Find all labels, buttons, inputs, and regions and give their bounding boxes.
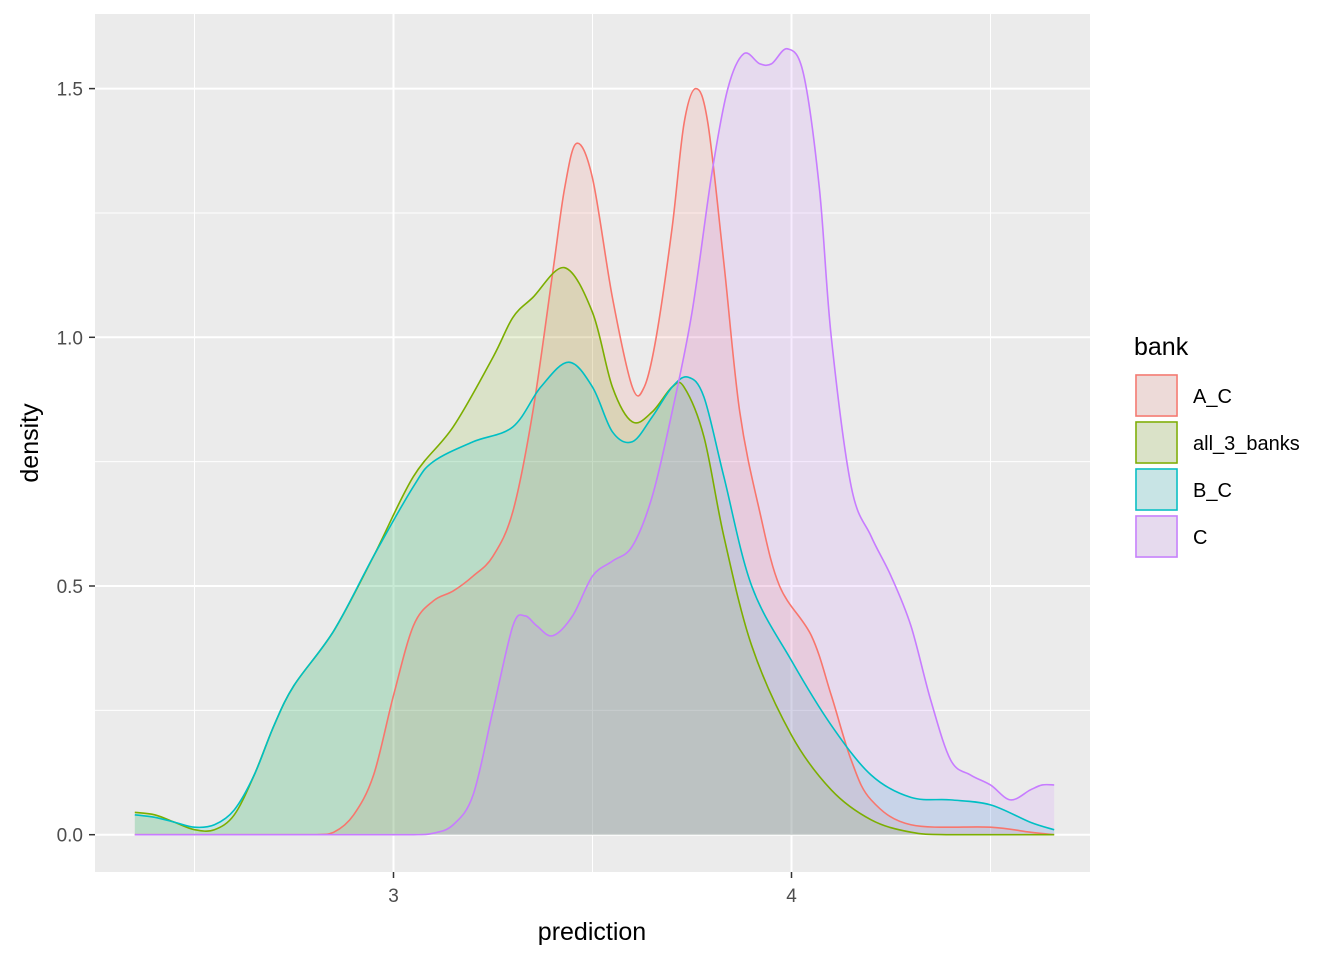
legend-key-bg-c: [1135, 515, 1178, 558]
legend-label-b-c: B_C: [1193, 480, 1232, 502]
legend-keys: A_C all_3_banks B_C C: [1135, 374, 1300, 558]
legend-label-all-3-banks: all_3_banks: [1193, 433, 1300, 455]
legend-key-bg-a-c: [1135, 374, 1178, 417]
y-tick-label: 0.5: [57, 577, 83, 598]
y-tick-label: 1.0: [57, 328, 83, 349]
legend: bank A_C all_3_banks B_C C: [1134, 333, 1300, 558]
density-area-a-c: [134, 88, 1055, 835]
density-line-b-c: [134, 361, 1055, 831]
density-lines: [134, 48, 1055, 836]
legend-key-bg-all-3-banks: [1135, 421, 1178, 464]
y-tick-label: 0.0: [57, 826, 83, 847]
density-fills: [134, 48, 1055, 835]
y-axis-title: density: [16, 403, 44, 483]
density-area-b-c: [134, 362, 1055, 835]
legend-key-c: [1135, 515, 1178, 558]
density-line-c: [134, 48, 1055, 836]
x-tick-label: 4: [786, 886, 797, 907]
density-area-all-3-banks: [134, 267, 1055, 835]
legend-key-a-c: [1135, 374, 1178, 417]
legend-key-all-3-banks: [1135, 421, 1178, 464]
grid-lines: [95, 14, 1090, 872]
density-area-c: [134, 48, 1055, 835]
x-tick-label: 3: [388, 886, 399, 907]
density-line-all-3-banks: [134, 266, 1055, 836]
legend-label-c: C: [1193, 527, 1207, 549]
legend-title: bank: [1134, 333, 1189, 361]
x-axis-title: prediction: [538, 918, 646, 946]
density-line-a-c: [134, 87, 1055, 836]
legend-label-a-c: A_C: [1193, 386, 1232, 408]
legend-key-b-c: [1135, 468, 1178, 511]
y-tick-label: 1.5: [57, 80, 83, 101]
legend-key-bg-b-c: [1135, 468, 1178, 511]
axis-ticks: 3 4 0.0 0.5 1.0 1.5: [57, 80, 798, 907]
